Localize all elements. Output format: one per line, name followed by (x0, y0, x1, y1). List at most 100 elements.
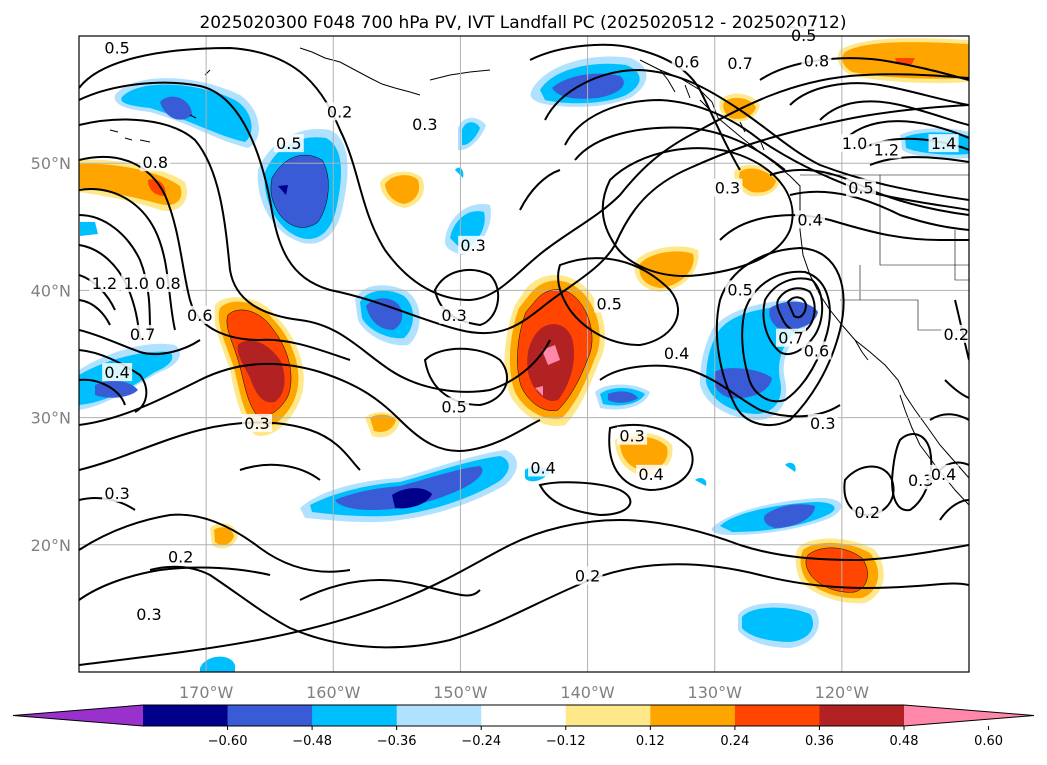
contour-label-bg (184, 305, 215, 324)
contour-label-bg (324, 102, 355, 121)
colorbar-tick-label: −0.12 (546, 734, 586, 749)
contour-label: 0.5 (727, 280, 752, 299)
colorbar: −0.60 −0.48 −0.36 −0.24 −0.12 0.12 0.24 0.36 0.4… (12, 704, 1035, 749)
lon-label: 160°W (306, 683, 361, 702)
contour-label-bg (776, 328, 806, 347)
colorbar-segment (481, 705, 567, 726)
contour-label: 0.6 (674, 53, 699, 72)
contour-label: 0.8 (155, 274, 180, 293)
contour-label: 0.4 (931, 465, 956, 484)
colorbar-extend-high (904, 705, 1034, 726)
contour-label: 0.4 (664, 344, 689, 363)
contour-label: 1.0 (123, 274, 148, 293)
contour-label: 0.2 (168, 548, 193, 567)
contour-label: 0.2 (575, 567, 600, 586)
contour-label-bg (852, 503, 883, 521)
contour-label: 0.7 (778, 329, 803, 348)
pv-negative-shading (79, 56, 969, 672)
contour-label-bg (140, 153, 171, 172)
contour-label-bg (801, 51, 832, 70)
contour-label: 0.2 (855, 503, 880, 522)
contour-label: 0.8 (804, 51, 829, 70)
contour-label: 0.3 (136, 605, 161, 624)
colorbar-segment (650, 705, 736, 726)
shading-edges (226, 154, 868, 593)
contour-label-bg (102, 38, 133, 57)
contour-label-bg (725, 53, 756, 72)
contour-label: 0.3 (619, 427, 644, 446)
lon-label: 120°W (815, 683, 870, 702)
colorbar-segment (312, 705, 398, 726)
contour-label-bg (102, 483, 133, 502)
lon-label: 140°W (560, 683, 615, 702)
contour-label-bg (671, 52, 702, 71)
contour-label: 0.7 (130, 325, 155, 344)
contour-label: 0.3 (460, 236, 485, 255)
colorbar-tick-label: −0.36 (377, 734, 417, 749)
contour-label-bg (845, 178, 876, 197)
contour-label: 0.3 (104, 484, 129, 503)
contour-label: 0.6 (804, 341, 829, 360)
lat-label: 50°N (31, 154, 71, 173)
map-frame (78, 35, 970, 673)
contour-label-bg (788, 26, 819, 44)
contour-label-bg (153, 274, 183, 293)
colorbar-extend-low (13, 705, 143, 726)
lon-label: 170°W (179, 683, 234, 702)
contour-label: 1.2 (92, 274, 117, 293)
contour-label: 0.6 (187, 306, 212, 325)
contour-label-bg (439, 305, 470, 324)
contour-label-bg (409, 115, 440, 134)
contour-labels: 0.50.50.81.2 1.0 0.80.70.60.40.20.30.30.30… (89, 26, 972, 624)
contour-label-bg (127, 324, 158, 343)
contour-label: 0.3 (244, 414, 269, 433)
contour-label-bg (928, 464, 959, 483)
colorbar-segment (819, 705, 905, 726)
map-panel: 0.50.50.81.2 1.0 0.80.70.60.40.20.30.30.30… (78, 26, 972, 673)
contour-label-bg (928, 134, 959, 153)
contour-label-bg (458, 235, 489, 254)
contour-label: 0.7 (727, 54, 752, 73)
contour-label-bg (795, 210, 826, 229)
contour-label: 0.5 (596, 294, 621, 313)
colorbar-tick-label: 0.36 (805, 734, 834, 749)
latitude-labels: 50°N 40°N 30°N 20°N (31, 154, 71, 555)
contour-label-bg (661, 344, 692, 362)
contour-label-bg (712, 178, 743, 197)
colorbar-segment (734, 705, 820, 726)
contour-label-bg (725, 280, 756, 299)
contour-label: 0.2 (327, 102, 352, 121)
contour-label-bg (528, 458, 559, 477)
contour-label: 1.4 (931, 134, 956, 153)
lon-label: 150°W (433, 683, 488, 702)
contour-label: 0.5 (104, 39, 129, 58)
contour-label: 0.5 (276, 134, 301, 153)
colorbar-segment (565, 705, 651, 726)
contour-label: 0.3 (441, 306, 466, 325)
lat-label: 40°N (31, 281, 71, 300)
contour-label: 0.4 (638, 465, 663, 484)
contour-label-bg (102, 363, 133, 382)
contour-label: 0.3 (810, 414, 835, 433)
contour-label: 0.5 (441, 397, 466, 416)
colorbar-segment (143, 705, 229, 726)
contour-label-bg (807, 413, 838, 432)
longitude-labels: 170°W 160°W 150°W 140°W 130°W 120°W (179, 683, 869, 702)
contour-label-bg (839, 134, 870, 153)
lon-label: 130°W (688, 683, 743, 702)
contour-label-bg (636, 464, 667, 483)
contour-label: 0.4 (104, 363, 129, 382)
graticule (79, 36, 969, 672)
contour-label: 0.4 (797, 210, 822, 229)
contour-label-bg (941, 324, 972, 343)
contour-label-bg (133, 604, 164, 623)
contour-label-bg (617, 426, 648, 445)
contour-label: 0.2 (944, 325, 969, 344)
colorbar-segment (227, 705, 313, 726)
contour-label: 0.8 (143, 153, 168, 172)
colorbar-tick-label: 0.24 (720, 734, 749, 749)
contour-label-bg (273, 134, 304, 153)
contour-label-bg (801, 341, 832, 360)
contour-label: 1.2 (874, 140, 899, 159)
